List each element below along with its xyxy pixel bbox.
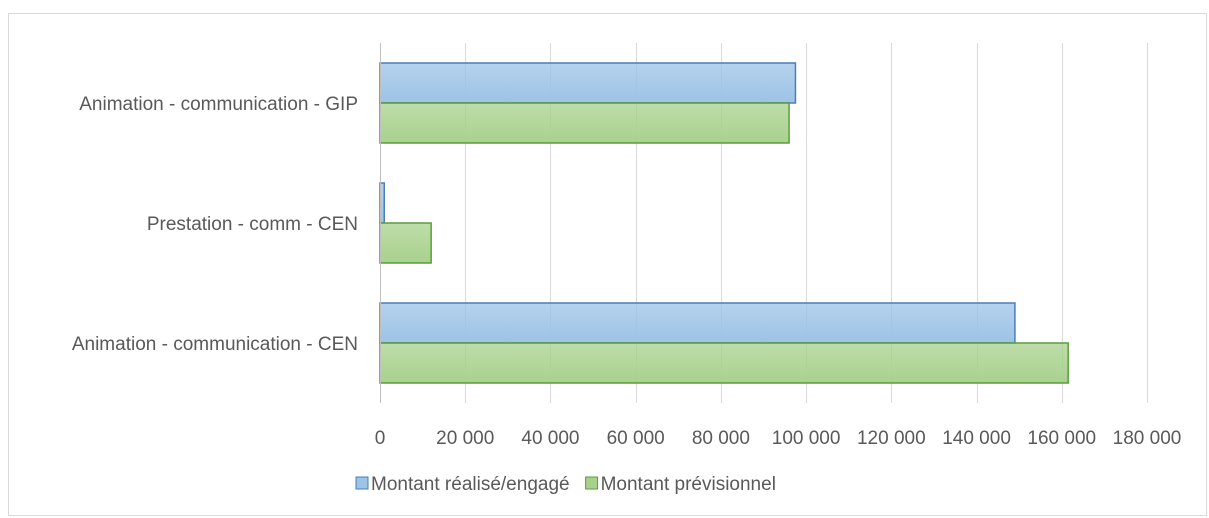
- bar-1-series-1: [379, 222, 432, 264]
- bar-0-series-0: [379, 62, 797, 104]
- category-labels: Animation - communication - GIP Prestatio…: [72, 94, 358, 355]
- category-label: Animation - communication - CEN: [72, 334, 358, 355]
- legend-label: Montant prévisionnel: [601, 474, 776, 495]
- x-tick-label: 80 000: [692, 428, 750, 449]
- x-tick-label: 0: [375, 428, 386, 449]
- bar-2-series-0: [379, 302, 1016, 344]
- legend-swatch-0: [355, 476, 369, 490]
- bars: [379, 62, 1069, 384]
- bar-0-series-1: [379, 102, 790, 144]
- x-tick-label: 140 000: [942, 428, 1011, 449]
- x-tick-label: 60 000: [607, 428, 665, 449]
- legend: Montant réalisé/engagé Montant prévisionn…: [355, 474, 776, 495]
- x-tick-label: 180 000: [1113, 428, 1182, 449]
- legend-label: Montant réalisé/engagé: [371, 474, 570, 495]
- x-tick-labels: 0 20 000 40 000 60 000 80 000 100 000 120 000 1…: [375, 428, 1182, 449]
- x-tick-label: 40 000: [521, 428, 579, 449]
- x-tick-label: 20 000: [436, 428, 494, 449]
- x-tick-label: 100 000: [772, 428, 841, 449]
- bar-2-series-1: [379, 342, 1069, 384]
- x-tick-label: 160 000: [1027, 428, 1096, 449]
- x-tick-label: 120 000: [857, 428, 926, 449]
- category-label: Animation - communication - GIP: [79, 94, 358, 115]
- legend-swatch-1: [585, 476, 599, 490]
- category-label: Prestation - comm - CEN: [147, 214, 358, 235]
